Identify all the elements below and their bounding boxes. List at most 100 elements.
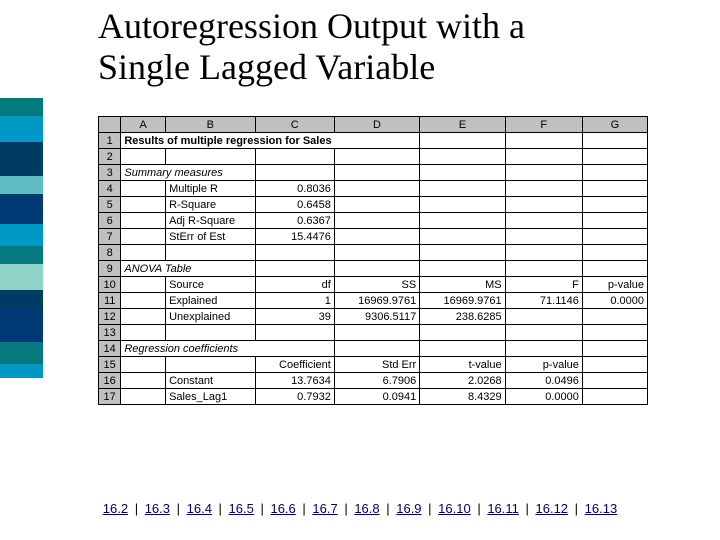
nav-link[interactable]: 16.5 (229, 501, 254, 516)
sterr-label: StErr of Est (166, 229, 255, 245)
results-heading: Results of multiple regression for Sales (121, 133, 420, 149)
row-num: 12 (99, 309, 121, 325)
lag-p: 0.0000 (505, 389, 582, 405)
sidebar-block (0, 98, 43, 116)
sidebar-block (0, 290, 43, 308)
col-header-row: A B C D E F G (99, 117, 648, 133)
adj-r-square-value: 0.6367 (255, 213, 334, 229)
sidebar-block (0, 342, 43, 364)
lag-label: Sales_Lag1 (166, 389, 255, 405)
table-row: 5 R-Square 0.6458 (99, 197, 648, 213)
row-num: 15 (99, 357, 121, 373)
table-row: 6 Adj R-Square 0.6367 (99, 213, 648, 229)
sterr-value: 15.4476 (255, 229, 334, 245)
sidebar-block (0, 246, 43, 264)
anova-ms: MS (420, 277, 505, 293)
nav-separator: | (425, 501, 436, 516)
explained-ms: 16969.9761 (420, 293, 505, 309)
multiple-r-label: Multiple R (166, 181, 255, 197)
unexplained-ms: 238.6285 (420, 309, 505, 325)
anova-ss: SS (334, 277, 419, 293)
nav-link[interactable]: 16.11 (487, 501, 519, 516)
lag-coef: 0.7932 (255, 389, 334, 405)
explained-df: 1 (255, 293, 334, 309)
regression-output-table: A B C D E F G 1 Results of multiple regr… (98, 116, 648, 405)
table-row: 2 (99, 149, 648, 165)
footer-nav: 16.2 | 16.3 | 16.4 | 16.5 | 16.6 | 16.7 … (0, 501, 720, 516)
lag-t: 8.4329 (420, 389, 505, 405)
nav-separator: | (383, 501, 394, 516)
col-A: A (121, 117, 166, 133)
coef-head-coef: Coefficient (255, 357, 334, 373)
anova-df: df (255, 277, 334, 293)
coef-head-se: Std Err (334, 357, 419, 373)
r-square-label: R-Square (166, 197, 255, 213)
table-row: 15 Coefficient Std Err t-value p-value (99, 357, 648, 373)
anova-p: p-value (582, 277, 647, 293)
row-num: 8 (99, 245, 121, 261)
row-num: 5 (99, 197, 121, 213)
row-num: 16 (99, 373, 121, 389)
col-E: E (420, 117, 505, 133)
lag-se: 0.0941 (334, 389, 419, 405)
explained-label: Explained (166, 293, 255, 309)
row-num: 1 (99, 133, 121, 149)
nav-link[interactable]: 16.2 (103, 501, 128, 516)
explained-ss: 16969.9761 (334, 293, 419, 309)
table-row: 9 ANOVA Table (99, 261, 648, 277)
sidebar-block (0, 142, 43, 176)
table-row: 8 (99, 245, 648, 261)
nav-separator: | (173, 501, 184, 516)
table-row: 7 StErr of Est 15.4476 (99, 229, 648, 245)
nav-link[interactable]: 16.4 (187, 501, 212, 516)
nav-separator: | (215, 501, 226, 516)
sidebar-block (0, 308, 43, 342)
row-num: 4 (99, 181, 121, 197)
anova-heading: ANOVA Table (121, 261, 255, 277)
row-num: 6 (99, 213, 121, 229)
slide-title: Autoregression Output with a Single Lagg… (98, 6, 525, 89)
table-row: 4 Multiple R 0.8036 (99, 181, 648, 197)
sidebar-block (0, 264, 43, 290)
nav-link[interactable]: 16.10 (438, 501, 471, 516)
sidebar-block (0, 176, 43, 194)
col-B: B (166, 117, 255, 133)
nav-separator: | (474, 501, 485, 516)
sidebar-block (0, 116, 43, 142)
row-num: 17 (99, 389, 121, 405)
row-num: 14 (99, 341, 121, 357)
explained-f: 71.1146 (505, 293, 582, 309)
row-num: 13 (99, 325, 121, 341)
nav-link[interactable]: 16.8 (354, 501, 379, 516)
nav-link[interactable]: 16.7 (312, 501, 337, 516)
row-num: 2 (99, 149, 121, 165)
constant-coef: 13.7634 (255, 373, 334, 389)
adj-r-square-label: Adj R-Square (166, 213, 255, 229)
summary-heading: Summary measures (121, 165, 255, 181)
nav-link[interactable]: 16.13 (585, 501, 618, 516)
col-G: G (582, 117, 647, 133)
table-row: 3 Summary measures (99, 165, 648, 181)
row-num: 3 (99, 165, 121, 181)
nav-separator: | (131, 501, 142, 516)
constant-se: 6.7906 (334, 373, 419, 389)
unexplained-ss: 9306.5117 (334, 309, 419, 325)
table-row: 13 (99, 325, 648, 341)
nav-separator: | (522, 501, 533, 516)
corner-cell (99, 117, 121, 133)
row-num: 7 (99, 229, 121, 245)
constant-label: Constant (166, 373, 255, 389)
nav-separator: | (257, 501, 268, 516)
title-line1: Autoregression Output with a (98, 6, 525, 46)
nav-link[interactable]: 16.12 (536, 501, 569, 516)
nav-link[interactable]: 16.6 (270, 501, 295, 516)
unexplained-label: Unexplained (166, 309, 255, 325)
nav-separator: | (341, 501, 352, 516)
table-row: 1 Results of multiple regression for Sal… (99, 133, 648, 149)
table-row: 10 Source df SS MS F p-value (99, 277, 648, 293)
nav-link[interactable]: 16.9 (396, 501, 421, 516)
r-square-value: 0.6458 (255, 197, 334, 213)
col-D: D (334, 117, 419, 133)
table-row: 14 Regression coefficients (99, 341, 648, 357)
nav-link[interactable]: 16.3 (145, 501, 170, 516)
